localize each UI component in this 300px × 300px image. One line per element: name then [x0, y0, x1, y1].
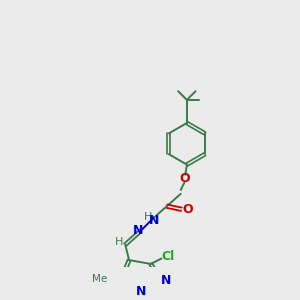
Text: N: N: [161, 274, 171, 287]
Text: N: N: [136, 285, 147, 298]
Text: O: O: [182, 203, 193, 216]
Text: H: H: [143, 212, 152, 222]
Text: Cl: Cl: [161, 250, 174, 263]
Text: O: O: [179, 172, 190, 185]
Text: Me: Me: [92, 274, 107, 284]
Text: H: H: [115, 237, 123, 248]
Text: N: N: [132, 224, 143, 237]
Text: N: N: [148, 214, 159, 226]
